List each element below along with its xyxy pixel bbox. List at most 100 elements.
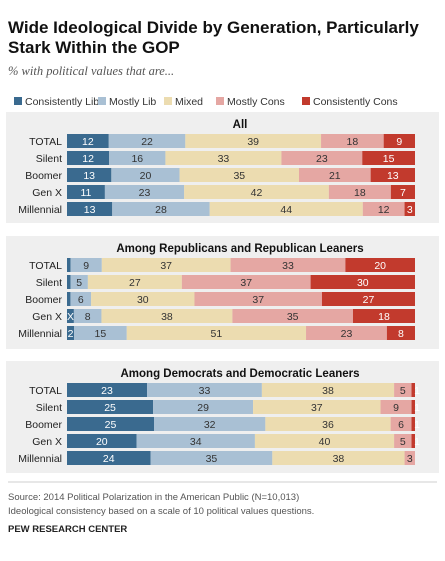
source-line-1: Source: 2014 Political Polarization in t… <box>8 492 299 503</box>
bar-segment-consistently-lib <box>67 417 154 431</box>
bar-value-label: 12 <box>82 136 94 148</box>
legend-label: Mostly Cons <box>227 96 285 108</box>
bar-value-label: 20 <box>374 260 386 272</box>
bar-segment-mixed <box>87 275 182 289</box>
bar-value-label: 5 <box>400 436 406 448</box>
bar-value-label: 34 <box>190 436 202 448</box>
bar-value-label: 18 <box>354 187 366 199</box>
bar-value-label: 9 <box>393 402 399 414</box>
bar-value-label: 39 <box>247 136 259 148</box>
bar-value-label: 35 <box>287 311 299 323</box>
bar-value-label: 8 <box>398 328 404 340</box>
bar-segment-consistently-cons <box>383 134 415 148</box>
bar-segment-consistently-lib <box>67 168 112 182</box>
bar-segment-mixed <box>261 383 395 397</box>
bar-segment-mostly-lib <box>112 202 210 216</box>
bar-value-label: 6 <box>78 294 84 306</box>
row-label: Silent <box>36 402 62 414</box>
bar-value-label: 27 <box>363 294 375 306</box>
row-label: Millennial <box>18 453 62 465</box>
bar-segment-mixed <box>179 168 299 182</box>
bar-segment-consistently-cons <box>352 309 415 323</box>
bar-value-label: 51 <box>211 328 223 340</box>
bar-segment-mostly-lib <box>153 400 254 414</box>
bar-segment-mostly-lib <box>154 417 266 431</box>
bar-value-label: 25 <box>104 402 116 414</box>
bar-segment-consistently-cons <box>411 383 415 397</box>
bar-segment-consistently-cons <box>411 400 415 414</box>
row-label: TOTAL <box>29 136 62 148</box>
bar-value-label: 15 <box>383 153 395 165</box>
bar-row-millennial: Millennial 2 15 51 23 8 <box>18 326 415 340</box>
bar-value-label: 1 <box>414 419 420 431</box>
panel-among-democrats-and-democratic-leaners: Among Democrats and Democratic Leaners TO… <box>6 361 439 473</box>
bar-value-label: 1 <box>414 385 420 397</box>
bar-value-label: 37 <box>160 260 172 272</box>
panel-title: Among Democrats and Democratic Leaners <box>120 368 359 380</box>
chart-subtitle: % with political values that are... <box>8 64 174 78</box>
bar-row-total: TOTAL 9 37 33 20 <box>29 258 415 272</box>
bar-segment-mixed <box>254 434 395 448</box>
bar-row-silent: Silent 5 27 37 30 <box>36 275 415 289</box>
bar-row-boomer: Boomer 13 20 35 21 13 <box>25 168 415 182</box>
bar-segment-mostly-lib <box>111 168 180 182</box>
bar-segment-consistently-cons <box>411 434 415 448</box>
bar-row-gen-x: Gen X X 8 38 35 18 <box>32 309 415 323</box>
bar-segment-consistently-lib <box>67 451 151 465</box>
bar-value-label: 1 <box>414 436 420 448</box>
bar-segment-mostly-cons <box>281 151 363 165</box>
bar-row-millennial: Millennial 24 35 38 3 <box>18 451 415 465</box>
bar-value-label: 18 <box>378 311 390 323</box>
bar-segment-mostly-cons <box>390 417 412 431</box>
bar-value-label: 24 <box>103 453 115 465</box>
bar-segment-mixed <box>253 400 381 414</box>
bar-segment-consistently-lib <box>67 151 110 165</box>
bar-segment-mostly-lib <box>104 185 185 199</box>
legend: Consistently Lib Mostly Lib Mixed Mostly Co… <box>14 96 398 108</box>
legend-swatch <box>14 97 22 105</box>
bar-value-label: 33 <box>282 260 294 272</box>
bar-value-label: 7 <box>400 187 406 199</box>
panel-title: Among Republicans and Republican Leaners <box>116 243 363 255</box>
bar-value-label: 1 <box>414 402 420 414</box>
bar-value-label: 44 <box>280 204 292 216</box>
row-label: TOTAL <box>29 385 62 397</box>
panel-all: All TOTAL 12 22 39 18 9 Silent 12 16 33 23 15 Boomer 1… <box>6 112 439 223</box>
bar-value-label: 37 <box>240 277 252 289</box>
bar-value-label: 3 <box>407 453 413 465</box>
bar-segment-consistently-lib <box>67 258 71 272</box>
bar-value-label: 6 <box>398 419 404 431</box>
bar-segment-mostly-cons <box>181 275 311 289</box>
row-label: Gen X <box>32 187 62 199</box>
bar-value-label: 2 <box>68 328 74 340</box>
bar-segment-mostly-lib <box>74 326 127 340</box>
bar-segment-mostly-cons <box>380 400 412 414</box>
bar-segment-mostly-lib <box>70 258 102 272</box>
bar-segment-mostly-cons <box>232 309 353 323</box>
bar-value-label: 5 <box>400 385 406 397</box>
legend-swatch <box>164 97 172 105</box>
legend-item-mostly-lib: Mostly Lib <box>98 96 156 108</box>
bar-segment-mixed <box>185 134 322 148</box>
bar-segment-mostly-lib <box>136 434 255 448</box>
bar-row-gen-x: Gen X 11 23 42 18 7 <box>32 185 415 199</box>
row-label: Boomer <box>25 419 62 431</box>
bar-value-label: 42 <box>251 187 263 199</box>
bar-segment-mostly-lib <box>150 451 273 465</box>
bar-row-millennial: Millennial 13 28 44 12 3 <box>18 202 415 216</box>
bar-segment-mostly-lib <box>147 383 262 397</box>
bar-segment-mostly-cons <box>362 202 405 216</box>
row-label: Gen X <box>32 436 62 448</box>
bar-value-label: 30 <box>357 277 369 289</box>
bar-segment-mixed <box>184 185 329 199</box>
bar-segment-consistently-cons <box>310 275 415 289</box>
bar-row-silent: Silent 25 29 37 9 1 <box>36 400 420 414</box>
bar-segment-mixed <box>126 326 307 340</box>
row-label: Millennial <box>18 328 62 340</box>
bar-value-label: 29 <box>197 402 209 414</box>
bar-value-label: 13 <box>84 204 96 216</box>
row-label: TOTAL <box>29 260 62 272</box>
bar-segment-mostly-cons <box>194 292 322 306</box>
bar-value-label: 3 <box>407 204 413 216</box>
bar-segment-mixed <box>101 258 231 272</box>
